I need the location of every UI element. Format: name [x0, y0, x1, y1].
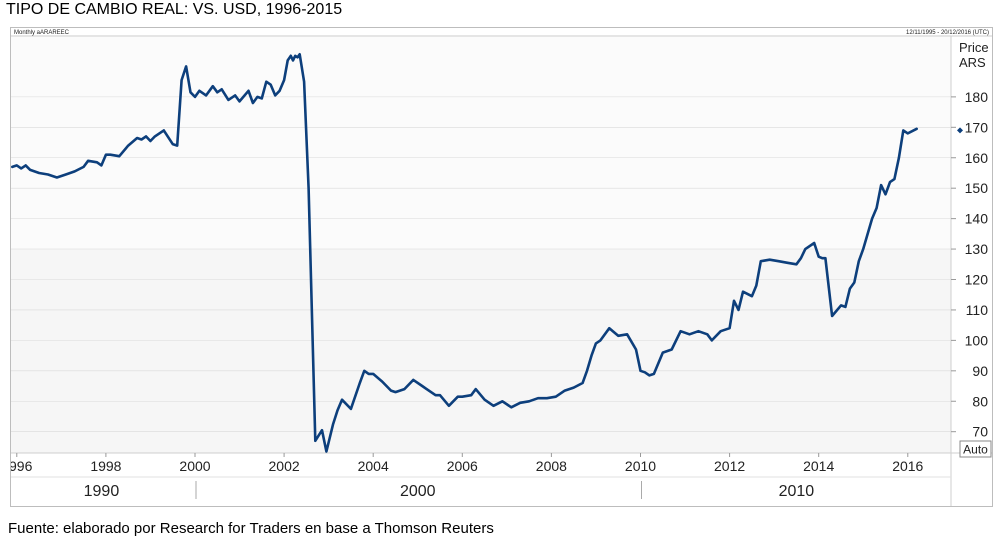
y-tick-label-180: 180 [965, 89, 989, 105]
y-tick-label-150: 150 [965, 180, 989, 196]
y-axis-tick-labels: 70 80 90 100 110 120 130 140 150 160 170 180 [951, 89, 988, 440]
chart-title: TIPO DE CAMBIO REAL: VS. USD, 1996-2015 [6, 1, 343, 18]
y-tick-label-70: 70 [972, 424, 988, 440]
y-tick-label-160: 160 [965, 150, 989, 166]
x-tick-label-2004: 2004 [358, 458, 389, 474]
x-tick-label-2002: 2002 [269, 458, 300, 474]
x-tick-label-2016: 2016 [892, 458, 923, 474]
y-tick-label-120: 120 [965, 272, 989, 288]
chart-header-right: 12/11/1995 - 20/12/2016 (UTC) [906, 30, 989, 36]
last-value-marker [957, 127, 963, 134]
y-tick-label-100: 100 [965, 332, 989, 348]
y-tick-label-110: 110 [966, 302, 989, 318]
price-axis-title-line2: ARS [959, 55, 986, 70]
chart-frame: Monthly aARAREEC 12/11/1995 - 20/12/2016… [1, 27, 993, 507]
y-tick-label-90: 90 [972, 363, 988, 379]
x-tick-label-2012: 2012 [714, 458, 745, 474]
y-tick-label-130: 130 [965, 241, 989, 257]
last-value-marker-group [957, 127, 963, 134]
source-note: Fuente: elaborado por Research for Trade… [8, 520, 494, 537]
auto-scale-button[interactable] [959, 440, 992, 458]
y-tick-label-170: 170 [965, 119, 989, 135]
x-tick-label-2006: 2006 [447, 458, 478, 474]
price-axis-title-line1: Price [959, 40, 989, 55]
x-tick-label-2010: 2010 [625, 458, 656, 474]
y-tick-label-80: 80 [972, 393, 988, 409]
decade-label-1990: 1990 [84, 483, 120, 500]
series-line [11, 53, 918, 453]
x-tick-label-2000: 2000 [179, 458, 210, 474]
grid-lines [11, 96, 951, 432]
plot-background-upper [11, 35, 951, 250]
y-tick-label-140: 140 [965, 211, 989, 227]
exchange-rate-chart: Monthly aARAREEC 12/11/1995 - 20/12/2016… [1, 30, 992, 506]
x-tick-label-1996: 1996 [11, 458, 33, 474]
x-tick-label-1998: 1998 [90, 458, 121, 474]
decade-labels: 1990 2000 2010 [11, 476, 951, 500]
x-tick-label-2014: 2014 [803, 458, 834, 474]
decade-label-2000: 2000 [400, 483, 436, 500]
decade-label-2010: 2010 [779, 483, 815, 500]
x-tick-label-2008: 2008 [536, 458, 567, 474]
chart-header-left: Monthly aARAREEC [14, 30, 70, 36]
auto-scale-label[interactable]: Auto [963, 443, 988, 457]
x-axis-ticks: 1996 1998 2000 2002 2004 2006 2008 2010 2012 2014… [1, 453, 924, 474]
